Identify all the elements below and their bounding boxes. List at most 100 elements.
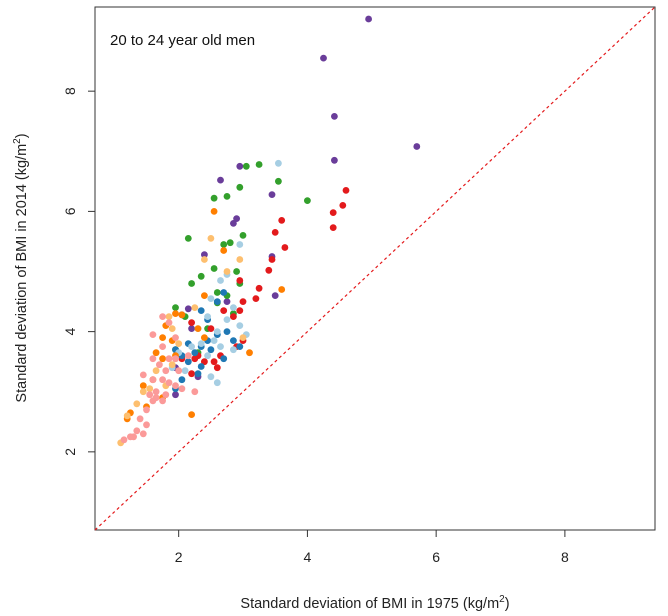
scatter-point bbox=[120, 436, 128, 444]
scatter-point bbox=[271, 292, 279, 299]
scatter-point bbox=[233, 268, 241, 275]
scatter-point bbox=[172, 310, 179, 317]
x-tick-label: 4 bbox=[304, 549, 312, 565]
scatter-point bbox=[268, 191, 276, 199]
scatter-point bbox=[210, 194, 218, 202]
scatter-point bbox=[329, 224, 337, 232]
scatter-point bbox=[252, 295, 260, 302]
scatter-point bbox=[146, 391, 154, 399]
scatter-point bbox=[213, 379, 221, 387]
plot-frame bbox=[94, 6, 656, 531]
scatter-point bbox=[278, 286, 286, 293]
scatter-point bbox=[207, 295, 215, 302]
scatter-point bbox=[210, 265, 218, 272]
scatter-point bbox=[236, 256, 244, 263]
scatter-point bbox=[204, 313, 212, 320]
y-axis: 2 4 6 8 bbox=[62, 87, 95, 456]
scatter-point bbox=[230, 346, 237, 354]
scatter-point bbox=[136, 415, 144, 423]
scatter-point bbox=[220, 241, 228, 248]
scatter-point bbox=[178, 385, 186, 393]
scatter-point bbox=[413, 143, 421, 150]
scatter-point bbox=[152, 388, 160, 396]
scatter-point bbox=[320, 54, 327, 62]
scatter-point bbox=[139, 371, 147, 379]
scatter-point bbox=[133, 400, 141, 408]
x-axis-title-close: ) bbox=[505, 596, 510, 612]
scatter-point bbox=[172, 382, 179, 390]
scatter-point bbox=[152, 367, 160, 375]
scatter-point bbox=[239, 298, 247, 305]
scatter-point bbox=[220, 289, 228, 296]
scatter-point bbox=[220, 307, 228, 314]
scatter-point bbox=[236, 307, 244, 314]
scatter-point bbox=[223, 298, 231, 305]
x-axis: 2 4 6 8 bbox=[175, 530, 569, 565]
scatter-point bbox=[217, 343, 224, 350]
x-tick-label: 8 bbox=[561, 549, 569, 565]
scatter-point bbox=[175, 367, 183, 375]
scatter-point bbox=[191, 355, 199, 363]
scatter-point bbox=[146, 385, 154, 393]
y-axis-title-close: ) bbox=[14, 133, 30, 138]
scatter-point bbox=[130, 433, 138, 441]
scatter-point bbox=[210, 337, 218, 344]
scatter-point bbox=[159, 397, 167, 405]
scatter-point bbox=[133, 427, 141, 435]
scatter-point bbox=[201, 358, 208, 366]
scatter-point bbox=[217, 277, 224, 284]
scatter-point bbox=[207, 346, 215, 354]
scatter-point bbox=[162, 367, 170, 375]
scatter-point bbox=[365, 15, 372, 23]
scatter-point bbox=[191, 349, 199, 357]
scatter-point bbox=[213, 328, 221, 335]
scatter-point bbox=[194, 325, 202, 332]
x-axis-title: Standard deviation of BMI in 1975 (kg/m2… bbox=[240, 594, 509, 612]
scatter-point bbox=[165, 313, 173, 320]
scatter-point bbox=[201, 334, 208, 341]
scatter-point bbox=[191, 304, 199, 311]
scatter-point bbox=[172, 304, 179, 311]
scatter-point bbox=[152, 349, 160, 357]
scatter-point bbox=[255, 161, 263, 168]
scatter-point bbox=[236, 277, 244, 284]
scatter-point bbox=[304, 197, 311, 205]
scatter-point bbox=[143, 406, 150, 414]
scatter-point bbox=[331, 113, 338, 120]
scatter-point bbox=[278, 217, 286, 224]
scatter-point bbox=[223, 316, 231, 323]
scatter-point bbox=[342, 187, 350, 194]
scatter-point bbox=[197, 272, 205, 280]
scatter-point bbox=[207, 235, 215, 242]
scatter-point bbox=[188, 325, 196, 332]
scatter-point bbox=[255, 284, 263, 292]
scatter-point bbox=[165, 355, 173, 363]
scatter-point bbox=[156, 361, 163, 369]
x-axis-title-text: Standard deviation of BMI in 1975 (kg/m bbox=[240, 596, 499, 612]
y-axis-title-text: Standard deviation of BMI in 2014 (kg/m bbox=[14, 144, 30, 403]
scatter-point bbox=[139, 382, 147, 390]
scatter-point bbox=[223, 268, 231, 275]
scatter-point bbox=[172, 355, 179, 363]
scatter-point bbox=[172, 334, 179, 341]
scatter-point bbox=[236, 162, 244, 170]
scatter-point bbox=[268, 256, 276, 263]
x-tick-label: 2 bbox=[175, 549, 183, 565]
scatter-point bbox=[194, 370, 202, 378]
scatter-point bbox=[230, 304, 237, 311]
scatter-point bbox=[331, 156, 338, 164]
scatter-point bbox=[213, 289, 221, 296]
scatter-point bbox=[188, 280, 196, 287]
reference-line-y-equals-x bbox=[94, 6, 656, 531]
x-axis-title-sup: 2 bbox=[499, 594, 505, 605]
y-tick-label: 4 bbox=[62, 328, 78, 336]
scatter-point bbox=[217, 176, 224, 184]
scatter-point bbox=[149, 331, 157, 338]
scatter-point bbox=[159, 313, 167, 320]
scatter-point bbox=[188, 370, 196, 378]
scatter-point bbox=[201, 256, 208, 263]
scatter-point bbox=[139, 430, 147, 438]
y-axis-title: Standard deviation of BMI in 2014 (kg/m2… bbox=[12, 133, 30, 402]
scatter-point bbox=[175, 340, 183, 347]
